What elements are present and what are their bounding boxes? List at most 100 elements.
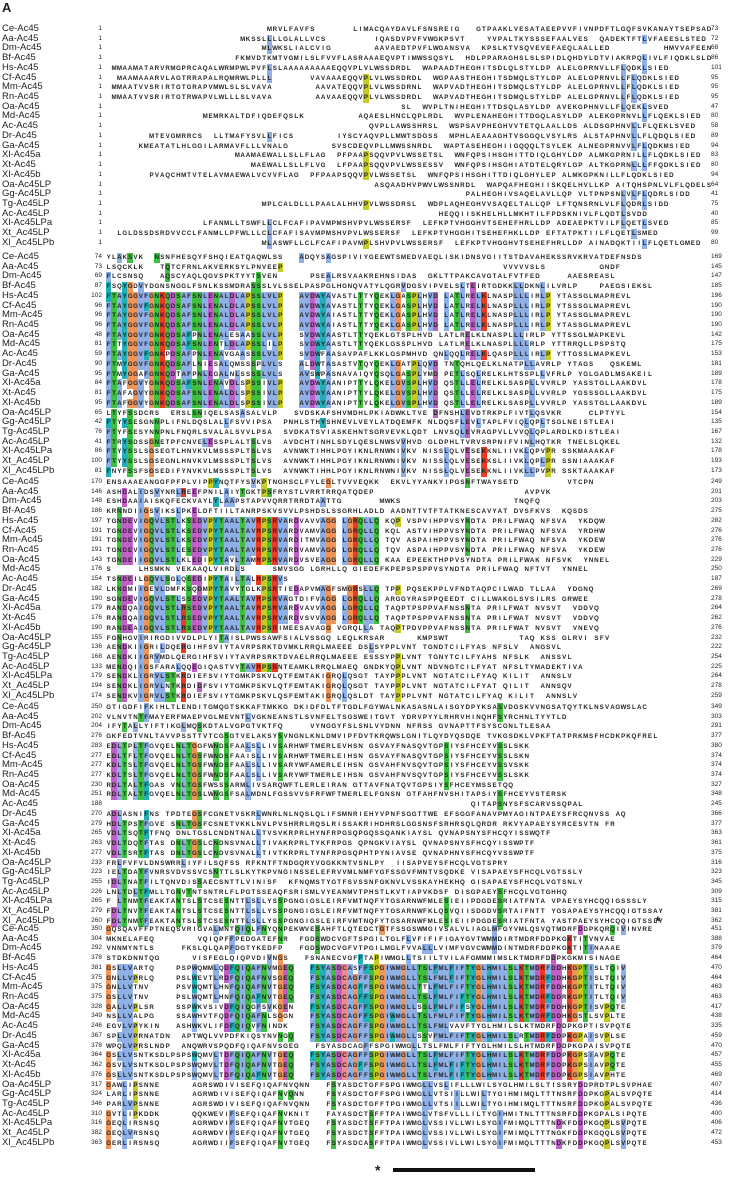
sequence: MMAATVVSR I RTGTRWAPVLWL L LSLVAVA AAVAAEQQV…: [106, 93, 679, 103]
start-position: 1: [72, 112, 102, 119]
alignment-row: Ac-Ac45 188 Q I TAPSNYSFSCARVSSQPAL 245: [0, 800, 734, 810]
sequence: MEMRKAL TDF I QDEFQSLK AQAESLHNCLQPLRDL WVP…: [106, 112, 701, 122]
start-position: 283: [72, 742, 102, 749]
alignment-row: Ga-Ac45 279 HDL TPST FGVE SNL TGSFCSNETVKKLNV…: [0, 820, 734, 830]
sequence: PARLVPSNNE AGRSWD I V I SEFQ I QAFNVQNN FSYASD…: [106, 1100, 653, 1110]
end-position: 85: [711, 219, 718, 226]
alignment-row: Aa-Ac45 1 MKSSL L L LGLAL LVCS I QASDVPVFVWGKP…: [0, 35, 734, 45]
end-position: 193: [711, 457, 722, 464]
alignment-row: Oa-Ac45 230 RDL TAL T FGAS VNL TGSFWSSSARML I VS…: [0, 781, 734, 791]
alignment-row: Oa-Ac45LP 317 GAWL I PSNNE AGRSWD I V I SEFQ I QAF…: [0, 1081, 734, 1091]
start-position: 148: [72, 497, 102, 504]
start-position: 100: [72, 457, 102, 464]
sequence: PALHEGH I VSAQELAVL LQP VL TPNPSNLVL F LQDRLS I…: [106, 190, 690, 200]
end-position: 154: [711, 409, 722, 416]
start-position: 310: [72, 1110, 102, 1117]
conserved-asterisk-bottom: *: [375, 1162, 380, 1178]
sequence: LNL TDL T FML L TGNVTNTSNTRL F LPGTSSEAQFSR I SML…: [106, 888, 567, 898]
start-position: 42: [72, 418, 102, 425]
start-position: 154: [72, 575, 102, 582]
alignment-row: Oa-Ac45LP 155 FGNHGV I R I RGD I VVDLPLY I TA I SLPW…: [0, 634, 734, 644]
start-position: 96: [72, 302, 102, 309]
start-position: 375: [72, 974, 102, 981]
start-position: 1: [72, 210, 102, 217]
end-position: 276: [711, 536, 722, 543]
alignment-row: Hs-Ac45 283 EDL TPL T FGVQELNL TGGFWNDSFAALSL L…: [0, 742, 734, 752]
end-position: 349: [711, 703, 722, 710]
alignment-row: Xl-Ac45b 376 GSL LVSNTKSDLPSPSWQMVL TDFQ I QAF…: [0, 1071, 734, 1081]
sequence: TSNDE I LGQVLSGLQSED I PYTA I L TALRPSRVS: [106, 575, 288, 585]
start-position: 191: [72, 527, 102, 534]
sequence: KRNND I I GSV I KSLPKELDF T I I L TANRPSKVSVVLPSHD…: [106, 507, 588, 517]
alignment-row: Ac-Ac45 154 TSNDE I LGQVLSGLQSED I PYTA I L TALRP…: [0, 575, 734, 585]
sequence: MRVL FAVFS L I MACQAYDAVL FSNSRE I G GTPAAKLVE…: [106, 25, 712, 35]
alignment-row: Mm-Ac45 191 TGNDEV I GQVLST LKSEDVPYTAAL TAVRP…: [0, 536, 734, 546]
start-position: 204: [72, 722, 102, 729]
alignment-row: Gg-Ac45LP 42 F TYYSESGNNPL I FNLDQSLAL L FSVV I P…: [0, 418, 734, 428]
sequence: F TAYGGVFGNKPDSAFPNLENAVGAASSSLVLP SVDWFA…: [106, 350, 631, 360]
end-position: 80: [711, 161, 718, 168]
end-position: 249: [711, 478, 722, 485]
alignment-row: Md-Ac45 349 NSL LVALPG SSAWHVT FQDFQ I QAFNLSG…: [0, 1012, 734, 1022]
alignment-row: Dr-Ac45 270 ADLASN I FNS TPDTEGSFCGNETVSKRLW…: [0, 810, 734, 820]
sequence: GEQL I RSNSQ AGRWDV I FSEFQ I QAFNVTGEQ FSYASD…: [106, 1119, 647, 1129]
end-position: 189: [711, 399, 722, 406]
end-position: 178: [711, 379, 722, 386]
end-position: 75: [711, 200, 718, 207]
start-position: 277: [72, 771, 102, 778]
alignment-row: Xl-Ac45b 277 VDL TSRT F TAS DNL TGSLCNDVSVNAL L…: [0, 849, 734, 859]
sequence: MAEWAL LSL L F LVG L FPAAPSQQVPVLWSSESSV WNFQ…: [106, 161, 701, 171]
alignment-row: Oa-Ac45LP 65 L TYFSSDCRS ERSLSN I QELSASASALV…: [0, 409, 734, 419]
alignment-row: Cf-Ac45 1 MAAMAAARVLAGTRRAPALRQMRWLPL L L V…: [0, 74, 734, 84]
start-position: 1: [72, 25, 102, 32]
start-position: 191: [72, 546, 102, 553]
end-position: 470: [711, 964, 722, 971]
sequence: F L TNMT FEAKTANTSLSTCSESNT T LSL LYSSPGNG I GS…: [106, 897, 647, 907]
end-position: 80: [711, 112, 718, 119]
sequence: VDL TSQT F T FNQ DNL TGSLCNDNTNAL L TVSVKRPRLHY…: [106, 829, 551, 839]
start-position: 146: [72, 488, 102, 495]
end-position: 83: [711, 151, 718, 158]
end-position: 145: [711, 263, 722, 270]
sequence: F TAYGGVFGNKQDSAFSNLENALDLAPSSLVLP AVDWYA…: [106, 302, 631, 312]
end-position: 374: [711, 752, 722, 759]
start-position: 1: [72, 200, 102, 207]
start-position: 363: [72, 1139, 102, 1146]
sequence: GAWL I PSNNE AGRSWD I V I SEFQ I QAFNVQNN FSYASD…: [106, 1081, 653, 1091]
end-position: 455: [711, 1061, 722, 1068]
start-position: 265: [72, 829, 102, 836]
end-position: 73: [711, 25, 718, 32]
alignment-row: Dm-Ac45 204 I FYTAL LY I F T I KGLMQSKDTALVGPGTVK…: [0, 722, 734, 732]
sequence: I EL TDAT FVNRSVDVSSVCSNT T LSLKYTKPVNG I NSSEL…: [106, 868, 583, 878]
sequence: F TMYGGVFGNKQDSAF LN I ESALQMSSSPLVLS ALDWTA…: [106, 360, 642, 370]
alignment-row: Ga-Ac45 1 KMEATAT LHLGG I LARMAVF L L LVNALG SV…: [0, 142, 734, 152]
sequence: TGNDEV I GQVLST LESEDVPYTAAL TAVRPSRVARDVAMV…: [106, 546, 604, 556]
sequence: ENSAAAEANGGFPFPLV I PPYNQT FYSVKPTNGHSCL FYL…: [106, 478, 594, 488]
sequence: WPQLVPRSLNDP ANQWRVSPQDFQ I QAFNVSGEG FSYA…: [106, 1042, 631, 1052]
end-position: 276: [711, 546, 722, 553]
end-position: 315: [711, 897, 722, 904]
start-position: 223: [72, 868, 102, 875]
start-position: 143: [72, 556, 102, 563]
start-position: 87: [72, 282, 102, 289]
alignment-row: Dm-Ac45 292 VNNMYNT LS FKSLQLQAPFDGTYKEDFP …: [0, 944, 734, 954]
sequence: KDL TSL T FGVQELNL TGSFWNDSFAALSL L I VSARYWFAM…: [106, 761, 529, 771]
end-position: 132: [711, 438, 722, 445]
start-position: 179: [72, 672, 102, 679]
alignment-row: Gg-Ac45LP 136 AENDK I I GR I LDQERG I HFSV I YTAVRP…: [0, 643, 734, 653]
end-position: 135: [711, 418, 722, 425]
end-position: 417: [711, 1003, 722, 1010]
start-position: 96: [72, 321, 102, 328]
alignment-row: Dr-Ac45 90 F TMYGGVFGNKQDSAF LN I ESALQMSSSPLV…: [0, 360, 734, 370]
start-position: 155: [72, 634, 102, 641]
sequence: F TAYGGVFGNKQDSAFPNLENALESAASSLVLP SVDWYA…: [106, 331, 626, 341]
end-position: 464: [711, 954, 722, 961]
end-position: 377: [711, 732, 722, 739]
start-position: 188: [72, 800, 102, 807]
start-position: 317: [72, 1081, 102, 1088]
start-position: 324: [72, 1090, 102, 1097]
start-position: 292: [72, 944, 102, 951]
alignment-row: Xl_Ac45LPb 174 SENDKV I GRVLSTKRD I EFSV I YTGMK…: [0, 692, 734, 702]
panel-label: A: [2, 0, 11, 15]
alignment-row: Ac-Ac45LP 133 MENDQ I I GSFARALQQEG I QASTVYTAV…: [0, 663, 734, 673]
